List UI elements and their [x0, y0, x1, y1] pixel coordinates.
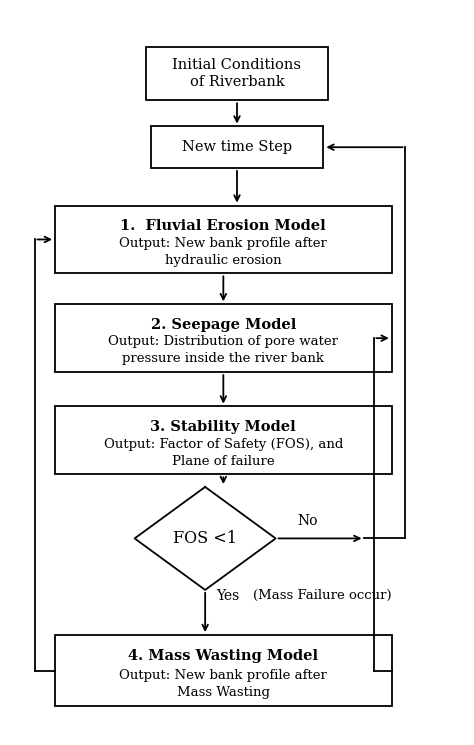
FancyBboxPatch shape	[55, 635, 392, 706]
Text: No: No	[297, 514, 318, 528]
Text: Yes: Yes	[217, 589, 240, 603]
FancyBboxPatch shape	[146, 47, 328, 101]
FancyBboxPatch shape	[55, 206, 392, 273]
Text: Output: Distribution of pore water
pressure inside the river bank: Output: Distribution of pore water press…	[109, 335, 338, 365]
Text: 3. Stability Model: 3. Stability Model	[150, 420, 296, 434]
Text: Initial Conditions
of Riverbank: Initial Conditions of Riverbank	[173, 58, 301, 89]
Text: (Mass Failure occur): (Mass Failure occur)	[253, 589, 392, 602]
FancyBboxPatch shape	[55, 407, 392, 475]
FancyBboxPatch shape	[55, 304, 392, 372]
FancyBboxPatch shape	[151, 127, 323, 168]
Text: New time Step: New time Step	[182, 140, 292, 154]
Text: 2. Seepage Model: 2. Seepage Model	[151, 317, 296, 332]
Text: 4. Mass Wasting Model: 4. Mass Wasting Model	[128, 650, 319, 664]
Text: Output: New bank profile after
Mass Wasting: Output: New bank profile after Mass Wast…	[119, 668, 327, 699]
Text: Output: New bank profile after
hydraulic erosion: Output: New bank profile after hydraulic…	[119, 237, 327, 267]
Text: FOS <1: FOS <1	[173, 530, 237, 547]
Text: 1.  Fluvial Erosion Model: 1. Fluvial Erosion Model	[120, 219, 326, 233]
Text: Output: Factor of Safety (FOS), and
Plane of failure: Output: Factor of Safety (FOS), and Plan…	[104, 437, 343, 468]
